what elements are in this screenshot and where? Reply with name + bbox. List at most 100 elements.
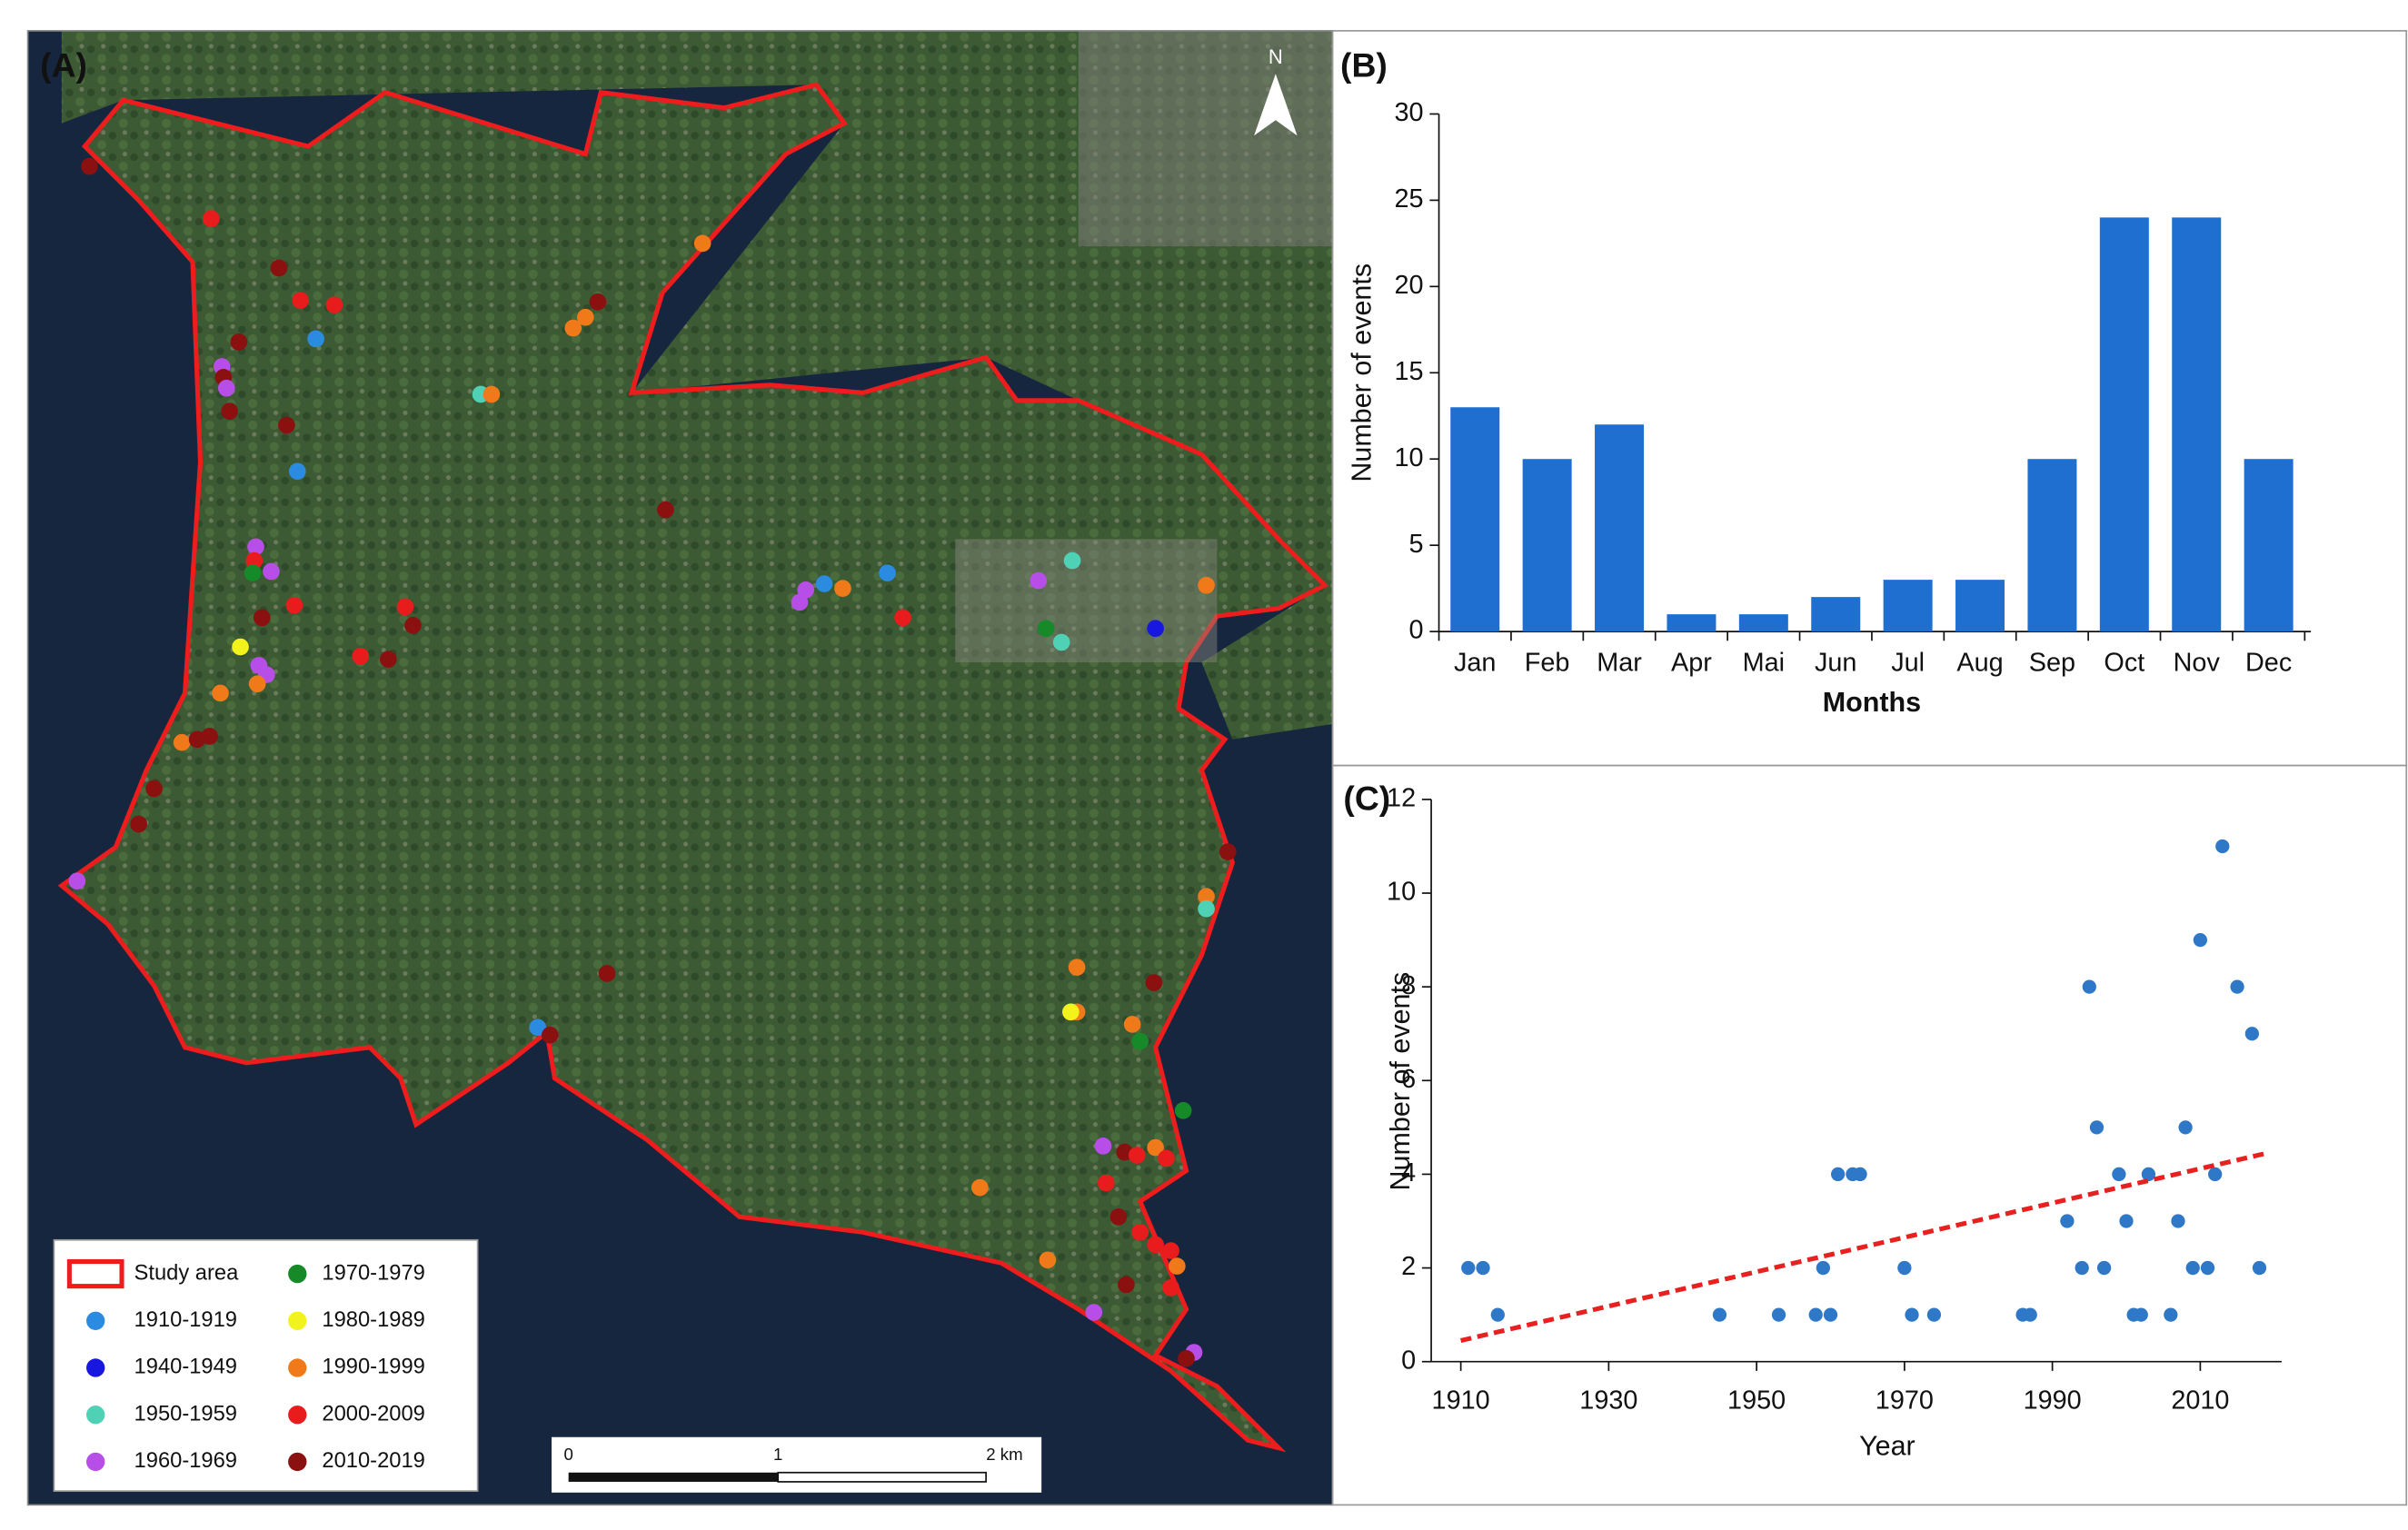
y-tick-label: 10 bbox=[1387, 878, 1416, 907]
event-point bbox=[230, 333, 248, 351]
town bbox=[955, 539, 1218, 663]
point bbox=[2200, 1260, 2215, 1276]
x-tick-label: Dec bbox=[2245, 648, 2292, 677]
point bbox=[2141, 1167, 2156, 1182]
legend-swatch bbox=[288, 1264, 307, 1284]
event-point bbox=[1131, 1223, 1149, 1241]
scale-bar bbox=[568, 1472, 779, 1482]
event-point bbox=[203, 210, 220, 228]
event-point bbox=[1169, 1257, 1186, 1275]
event-point bbox=[1131, 1032, 1149, 1050]
point bbox=[2208, 1167, 2223, 1182]
event-point bbox=[1094, 1138, 1112, 1155]
scale-label: 2 km bbox=[986, 1445, 1022, 1464]
point bbox=[2082, 979, 2096, 994]
event-point bbox=[145, 780, 163, 798]
event-point bbox=[245, 551, 264, 570]
point bbox=[2252, 1260, 2267, 1276]
x-axis-label: Year bbox=[1859, 1431, 1915, 1462]
point bbox=[1816, 1260, 1830, 1276]
scale-bar bbox=[777, 1471, 987, 1483]
y-tick-label: 15 bbox=[1395, 357, 1424, 386]
point bbox=[2193, 932, 2208, 948]
point bbox=[2244, 1027, 2259, 1041]
y-tick-label: 4 bbox=[1401, 1158, 1416, 1187]
legend-swatch bbox=[288, 1452, 307, 1472]
point bbox=[2215, 839, 2230, 854]
y-tick-label: 12 bbox=[1387, 784, 1416, 813]
event-point bbox=[1123, 1016, 1141, 1033]
point bbox=[2171, 1214, 2185, 1228]
y-tick-label: 10 bbox=[1395, 443, 1424, 472]
event-point bbox=[791, 593, 809, 611]
y-tick-label: 20 bbox=[1395, 271, 1424, 300]
event-point bbox=[68, 872, 86, 890]
legend-label: 1980-1989 bbox=[322, 1308, 424, 1332]
north-label: N bbox=[1269, 45, 1283, 68]
event-point bbox=[1109, 1208, 1128, 1226]
event-point bbox=[693, 234, 711, 253]
point bbox=[1490, 1307, 1505, 1322]
event-point bbox=[404, 616, 422, 634]
legend-swatch bbox=[288, 1311, 307, 1330]
x-tick-label: Aug bbox=[1956, 648, 2003, 677]
legend-label: 1990-1999 bbox=[322, 1356, 424, 1379]
event-point bbox=[352, 647, 370, 665]
event-point bbox=[1063, 551, 1081, 570]
event-point bbox=[1147, 620, 1164, 638]
bar bbox=[1667, 614, 1716, 632]
bar bbox=[1738, 614, 1788, 632]
panel-label: (B) bbox=[1340, 45, 1388, 84]
x-tick-label: 1970 bbox=[1876, 1386, 1934, 1415]
point bbox=[2134, 1307, 2148, 1322]
event-point bbox=[1118, 1276, 1135, 1294]
x-tick-label: Mai bbox=[1743, 648, 1785, 677]
panel-label: (A) bbox=[40, 45, 87, 84]
panel-c bbox=[1331, 764, 2408, 1506]
event-point bbox=[379, 651, 397, 668]
event-point bbox=[598, 965, 616, 982]
event-point bbox=[1178, 1349, 1195, 1367]
y-tick-label: 30 bbox=[1395, 98, 1424, 127]
point bbox=[1476, 1260, 1490, 1276]
legend-label: 2000-2009 bbox=[322, 1402, 424, 1426]
event-point bbox=[894, 609, 911, 627]
point bbox=[2185, 1260, 2200, 1276]
event-point bbox=[278, 416, 295, 434]
event-point bbox=[879, 564, 896, 581]
legend-items: Study area 1910-1919 1940-1949 1950-1959 196… bbox=[66, 1258, 425, 1473]
bar bbox=[1595, 424, 1645, 632]
x-axis-label: Months bbox=[1823, 687, 1921, 718]
event-point bbox=[1039, 1251, 1057, 1269]
y-tick-label: 2 bbox=[1401, 1252, 1416, 1281]
event-point bbox=[173, 733, 191, 751]
bar bbox=[1955, 580, 2005, 632]
event-point bbox=[247, 538, 264, 556]
x-tick-label: 1910 bbox=[1432, 1386, 1490, 1415]
x-tick-label: 2010 bbox=[2171, 1386, 2229, 1415]
legend-label: 1950-1959 bbox=[134, 1402, 237, 1426]
north-arrow bbox=[1254, 74, 1298, 136]
x-tick-label: 1950 bbox=[1727, 1386, 1786, 1415]
bar bbox=[1450, 407, 1500, 632]
event-point bbox=[1147, 1236, 1164, 1254]
event-point bbox=[248, 675, 266, 693]
x-tick-label: Oct bbox=[2104, 648, 2144, 677]
event-point bbox=[529, 1018, 547, 1037]
event-point bbox=[1098, 1174, 1115, 1192]
x-tick-label: Sep bbox=[2029, 648, 2075, 677]
scale-box bbox=[552, 1436, 1042, 1493]
event-point bbox=[1162, 1278, 1179, 1297]
legend-swatch bbox=[288, 1406, 307, 1425]
event-point bbox=[1198, 888, 1215, 906]
y-tick-label: 25 bbox=[1395, 184, 1424, 214]
event-point bbox=[1030, 571, 1048, 590]
event-point bbox=[292, 292, 309, 309]
panel-b bbox=[1331, 30, 2408, 767]
event-point bbox=[971, 1178, 989, 1197]
x-tick-label: Apr bbox=[1671, 648, 1712, 677]
point bbox=[1823, 1307, 1838, 1322]
event-point bbox=[1219, 843, 1237, 860]
event-point bbox=[1085, 1304, 1103, 1321]
event-point bbox=[221, 402, 239, 420]
